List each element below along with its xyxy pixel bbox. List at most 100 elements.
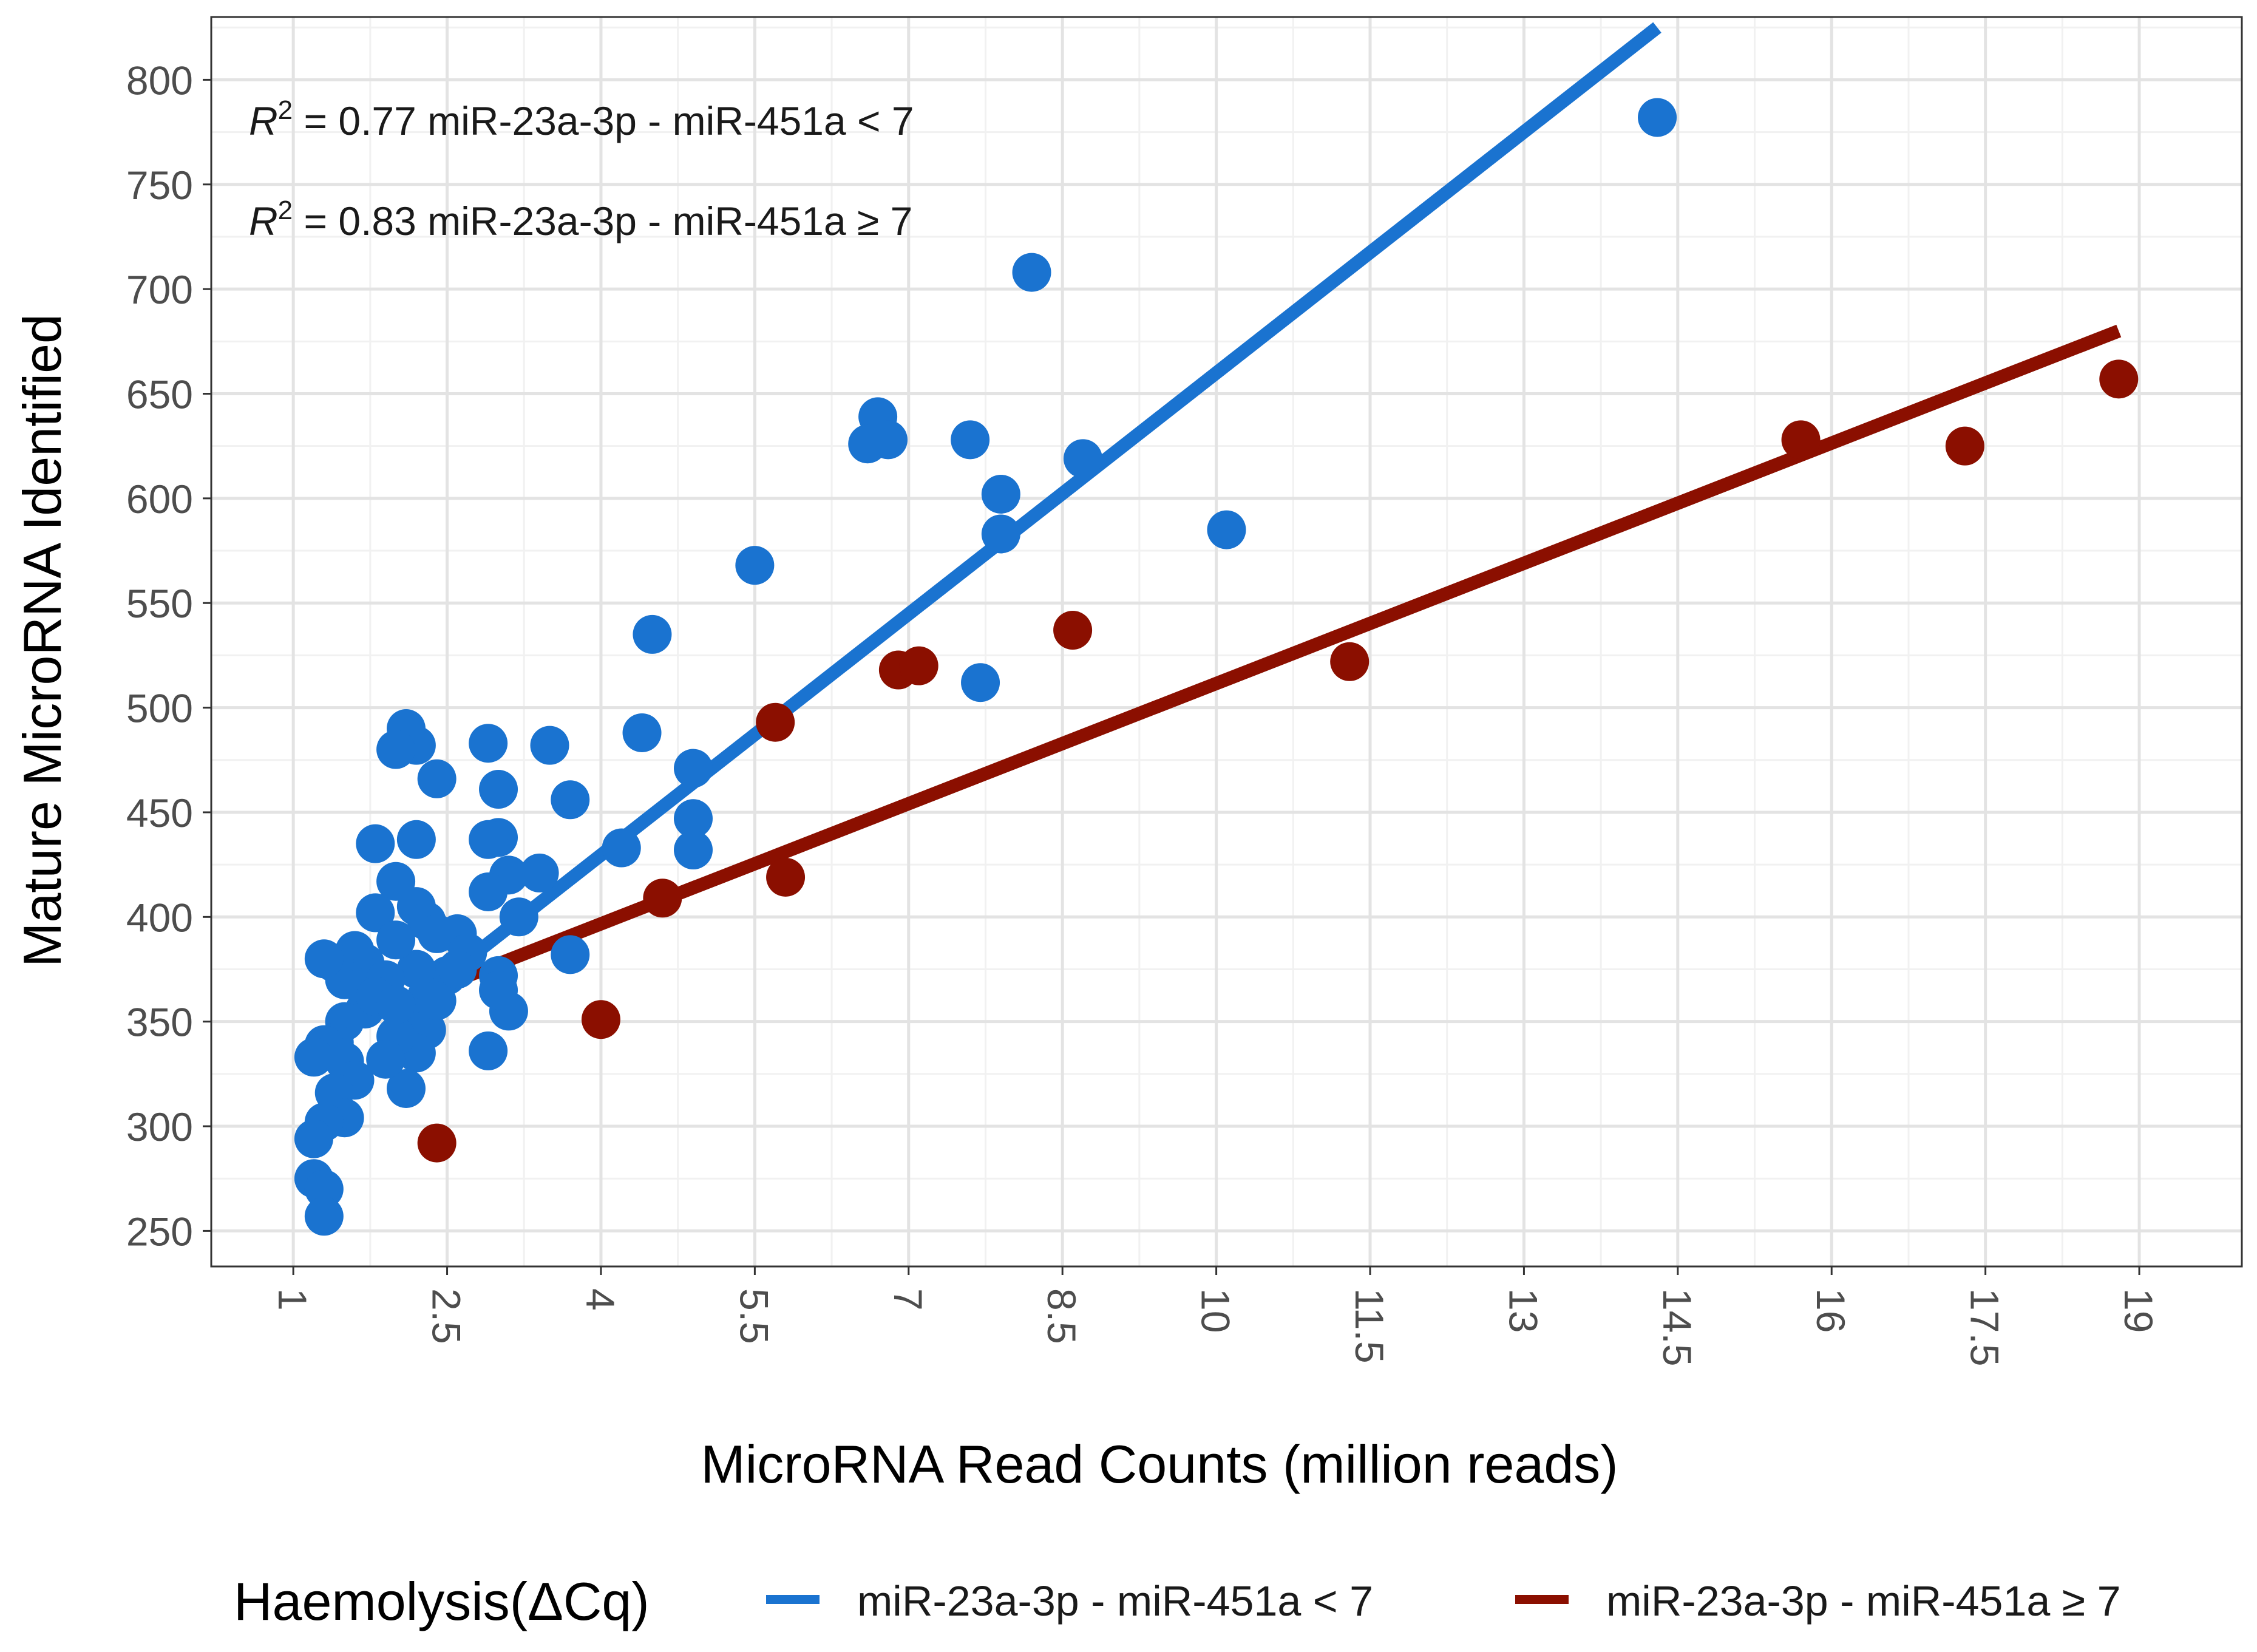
point-low-haemolysis [376,730,416,769]
point-high-haemolysis [581,1000,620,1039]
data-points [294,98,2139,1236]
legend-label-high-haemolysis: miR-23a-3p - miR-451a ≥ 7 [1606,1577,2121,1625]
x-axis-title: MicroRNA Read Counts (million reads) [701,1434,1618,1494]
x-tick-label: 13 [1501,1288,1546,1333]
y-tick-label: 400 [126,895,193,940]
y-axis: 250 300 350 400 450 500 550 600 650 700 750 800 [126,58,211,1254]
point-low-haemolysis [981,514,1020,554]
fit-lines [443,22,2122,990]
point-low-haemolysis [1638,98,1677,137]
point-high-haemolysis [1781,420,1821,460]
point-low-haemolysis [304,939,344,979]
point-low-haemolysis [356,893,395,933]
point-low-haemolysis [376,985,416,1025]
point-low-haemolysis [469,820,508,859]
point-low-haemolysis [294,1038,333,1077]
y-tick-label: 300 [126,1104,193,1149]
panel-border [210,16,2243,1268]
point-low-haemolysis [304,1197,344,1236]
grid-major [211,17,2242,1266]
point-high-haemolysis [417,1123,456,1163]
annotation-r2-low: R2 = 0.77 miR-23a-3p - miR-451a < 7 [249,95,914,143]
point-high-haemolysis [1053,611,1093,650]
point-low-haemolysis [622,713,662,752]
x-tick-label: 8.5 [1039,1288,1084,1344]
point-low-haemolysis [674,799,713,838]
x-tick-label: 16 [1808,1288,1853,1333]
point-high-haemolysis [766,857,806,897]
point-low-haemolysis [602,828,641,868]
legend: Haemolysis(ΔCq) miR-23a-3p - miR-451a < … [234,1571,2121,1631]
point-low-haemolysis [386,1069,426,1108]
x-tick-label: 2.5 [424,1288,469,1344]
point-low-haemolysis [551,780,590,820]
y-tick-label: 500 [126,686,193,731]
x-tick-label: 17.5 [1963,1288,2008,1366]
x-tick-label: 5.5 [731,1288,776,1344]
point-low-haemolysis [469,724,508,763]
fit-line-high-haemolysis [444,324,2122,990]
point-low-haemolysis [438,950,477,989]
point-low-haemolysis [469,872,508,911]
point-low-haemolysis [294,1119,333,1158]
point-low-haemolysis [417,914,456,953]
point-low-haemolysis [869,420,908,460]
fit-line-low-haemolysis [443,22,1661,981]
point-low-haemolysis [304,1169,344,1209]
point-high-haemolysis [2099,359,2139,399]
point-low-haemolysis [674,831,713,869]
point-low-haemolysis [520,853,559,892]
grid-minor [211,17,2242,1266]
legend-key-high-haemolysis [1515,1595,1569,1604]
point-low-haemolysis [417,981,456,1021]
x-tick-label: 14.5 [1655,1288,1700,1366]
point-high-haemolysis [899,646,938,685]
point-low-haemolysis [479,770,518,809]
point-high-haemolysis [1330,642,1369,681]
x-tick-label: 4 [578,1288,623,1311]
y-tick-label: 750 [126,163,193,208]
point-high-haemolysis [756,702,795,742]
y-axis-title: Mature MicroRNA Identified [12,314,72,967]
point-low-haemolysis [981,474,1020,514]
point-low-haemolysis [961,663,1000,702]
point-low-haemolysis [735,546,775,585]
point-low-haemolysis [951,420,990,460]
point-low-haemolysis [469,1031,508,1070]
r2-annotations: R2 = 0.77 miR-23a-3p - miR-451a < 7 R2 =… [249,95,914,243]
y-tick-label: 700 [126,267,193,312]
point-high-haemolysis [1945,426,1984,466]
y-tick-label: 800 [126,58,193,103]
point-low-haemolysis [1012,253,1051,292]
point-low-haemolysis [1063,439,1102,478]
point-low-haemolysis [366,1039,406,1079]
point-low-haemolysis [376,920,416,960]
legend-key-low-haemolysis [766,1595,820,1604]
point-low-haemolysis [633,614,672,654]
x-tick-label: 7 [886,1288,931,1311]
y-tick-label: 250 [126,1209,193,1254]
point-low-haemolysis [551,935,590,974]
point-low-haemolysis [396,820,436,859]
y-tick-label: 350 [126,1000,193,1045]
point-low-haemolysis [530,726,569,765]
y-tick-label: 450 [126,790,193,835]
annotation-r2-high: R2 = 0.83 miR-23a-3p - miR-451a ≥ 7 [249,195,912,243]
y-tick-label: 550 [126,581,193,626]
y-tick-label: 650 [126,372,193,417]
point-low-haemolysis [674,749,713,788]
point-high-haemolysis [643,879,682,918]
point-low-haemolysis [479,970,518,1010]
x-tick-label: 10 [1193,1288,1238,1333]
x-tick-label: 11.5 [1347,1288,1392,1364]
legend-label-low-haemolysis: miR-23a-3p - miR-451a < 7 [857,1577,1373,1625]
point-low-haemolysis [356,824,395,863]
point-low-haemolysis [499,897,538,937]
y-tick-label: 600 [126,477,193,522]
x-tick-label: 1 [270,1288,315,1311]
x-tick-label: 19 [2116,1288,2161,1333]
point-low-haemolysis [1207,510,1246,549]
point-low-haemolysis [417,759,456,798]
